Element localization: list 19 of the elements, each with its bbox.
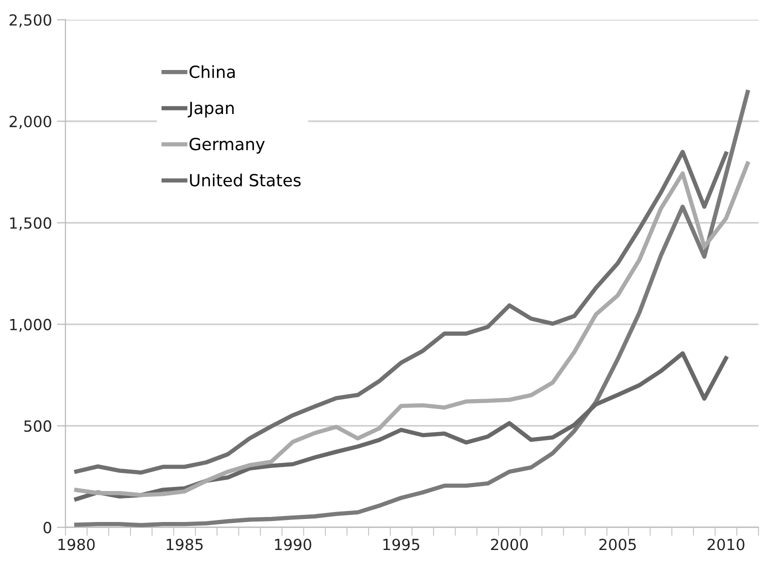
x-tick-label: 1980 xyxy=(58,538,95,550)
x-tick-label: 2005 xyxy=(599,538,636,550)
legend-label: Germany xyxy=(190,138,265,154)
x-tick-label: 1990 xyxy=(275,538,312,550)
line-series xyxy=(74,90,750,528)
y-tick-label: 1,500 xyxy=(10,217,52,230)
line-series xyxy=(74,351,728,502)
y-tick-label: 1,000 xyxy=(10,318,52,332)
x-tick-label: 1985 xyxy=(166,538,203,550)
y-tick-label: 2,500 xyxy=(10,14,52,28)
legend-label: China xyxy=(190,65,235,78)
y-tick-label: 2,000 xyxy=(10,116,52,129)
y-tick-label: 500 xyxy=(24,420,52,432)
x-tick-label: 2000 xyxy=(491,538,528,550)
y-tick-label: 0 xyxy=(44,522,52,534)
x-tick-label: 2010 xyxy=(708,538,744,550)
legend-label: United States xyxy=(190,174,301,186)
x-tick-label: 1995 xyxy=(383,538,420,550)
legend-label: Japan xyxy=(188,102,234,118)
